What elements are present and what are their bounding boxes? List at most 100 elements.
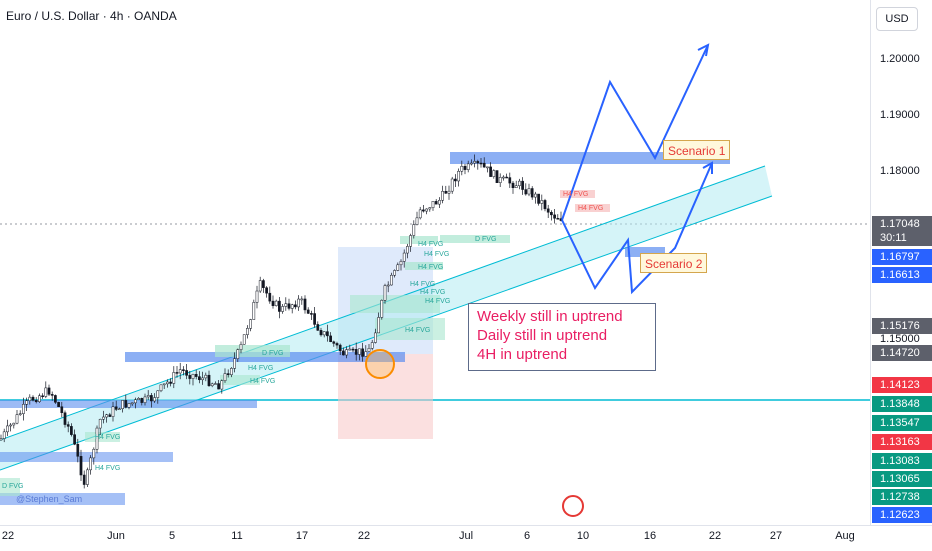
candle-body bbox=[370, 342, 374, 349]
candle-body bbox=[508, 177, 512, 184]
fvg-label: H4 FVG bbox=[95, 434, 121, 441]
candle-body bbox=[386, 284, 390, 287]
candle-body bbox=[326, 331, 329, 337]
price-chart[interactable] bbox=[0, 0, 870, 525]
candle-body bbox=[172, 372, 176, 384]
fvg-box bbox=[350, 295, 440, 313]
candle-body bbox=[322, 331, 326, 336]
time-tick: 22 bbox=[357, 530, 371, 542]
projection-scenario2 bbox=[561, 162, 713, 295]
candle-body bbox=[118, 408, 121, 411]
fvg-box bbox=[440, 235, 510, 243]
candle-body bbox=[124, 400, 128, 408]
candle-body bbox=[399, 261, 403, 266]
candle-body bbox=[89, 457, 92, 471]
chart-canvas[interactable] bbox=[0, 0, 870, 525]
candle-body bbox=[409, 235, 412, 247]
price-label: 1.13083 bbox=[872, 453, 932, 469]
candle-body bbox=[220, 380, 224, 390]
candle-body bbox=[114, 406, 118, 410]
candle-body bbox=[364, 351, 368, 357]
price-tick: 1.18000 bbox=[880, 165, 920, 177]
candle-body bbox=[367, 348, 371, 352]
note-line: 4H in uptrend bbox=[477, 346, 568, 363]
candle-body bbox=[412, 224, 416, 236]
candle-body bbox=[393, 270, 396, 276]
scenario2-label[interactable]: Scenario 2 bbox=[640, 253, 708, 273]
time-tick: 17 bbox=[295, 530, 309, 542]
candle-body bbox=[297, 298, 300, 308]
candle-body bbox=[130, 402, 134, 405]
candle-body bbox=[239, 344, 243, 350]
fvg-label: H4 FVG bbox=[248, 365, 274, 372]
fvg-label: H4 FVG bbox=[410, 281, 436, 288]
note-line: Daily still in uptrend bbox=[477, 327, 608, 344]
candle-body bbox=[313, 313, 316, 325]
candle-body bbox=[530, 188, 534, 198]
candle-body bbox=[514, 185, 518, 188]
time-tick: 10 bbox=[576, 530, 590, 542]
candle-body bbox=[396, 264, 400, 271]
candle-body bbox=[482, 162, 486, 168]
candle-body bbox=[153, 397, 156, 402]
candle-body bbox=[140, 398, 144, 403]
candle-body bbox=[249, 319, 252, 329]
fvg-box-bearish bbox=[575, 204, 610, 212]
candle-body bbox=[210, 383, 214, 387]
candle-body bbox=[150, 395, 153, 402]
candle-body bbox=[162, 383, 166, 386]
candle-body bbox=[230, 368, 233, 375]
candle-body bbox=[460, 166, 464, 172]
candle-body bbox=[479, 162, 483, 165]
candle-body bbox=[25, 400, 28, 405]
candle-body bbox=[498, 177, 502, 183]
highlight-circle bbox=[365, 349, 395, 379]
candle-body bbox=[278, 300, 281, 312]
candle-body bbox=[217, 383, 220, 390]
candle-body bbox=[98, 419, 102, 429]
candle-body bbox=[415, 217, 419, 225]
candle-body bbox=[76, 443, 80, 457]
candle-body bbox=[540, 200, 544, 204]
candle-body bbox=[204, 374, 208, 379]
candle-body bbox=[127, 403, 131, 408]
candle-body bbox=[457, 170, 460, 182]
candle-body bbox=[159, 384, 163, 392]
fvg-label: D FVG bbox=[475, 236, 497, 243]
price-label: 1.13848 bbox=[872, 396, 932, 412]
fvg-label: H4 FVG bbox=[420, 289, 446, 296]
candlestick-series bbox=[0, 154, 563, 489]
candle-body bbox=[0, 438, 3, 441]
time-tick: 5 bbox=[168, 530, 176, 542]
scenario1-label[interactable]: Scenario 1 bbox=[663, 140, 731, 160]
candle-body bbox=[383, 285, 387, 301]
price-label: 1.16613 bbox=[872, 267, 932, 283]
candle-body bbox=[198, 376, 201, 381]
support-zone-right bbox=[625, 247, 665, 257]
candle-body bbox=[226, 373, 230, 375]
candle-body bbox=[380, 300, 384, 318]
price-tick: 1.20000 bbox=[880, 53, 920, 65]
time-tick: 16 bbox=[643, 530, 657, 542]
candle-body bbox=[374, 332, 377, 343]
flag-events-icon[interactable] bbox=[562, 495, 584, 517]
time-axis[interactable] bbox=[0, 525, 932, 551]
candle-body bbox=[246, 328, 249, 335]
candle-body bbox=[31, 396, 35, 401]
candle-body bbox=[156, 390, 160, 398]
candle-body bbox=[38, 395, 41, 403]
candle-body bbox=[486, 166, 489, 169]
candle-body bbox=[214, 383, 217, 385]
candle-body bbox=[418, 209, 422, 219]
trend-note-box[interactable]: Weekly still in uptrend Daily still in u… bbox=[468, 303, 656, 371]
candle-body bbox=[79, 456, 83, 476]
currency-button[interactable]: USD bbox=[876, 7, 918, 31]
fvg-label: D FVG bbox=[2, 483, 24, 490]
projection-scenario1 bbox=[561, 44, 709, 221]
candle-body bbox=[9, 424, 12, 427]
symbol-title[interactable]: Euro / U.S. Dollar · 4h · OANDA bbox=[6, 9, 177, 23]
candle-body bbox=[233, 358, 236, 369]
fvg-label: H4 FVG bbox=[424, 251, 450, 258]
candle-body bbox=[495, 170, 499, 183]
candle-body bbox=[73, 434, 76, 445]
